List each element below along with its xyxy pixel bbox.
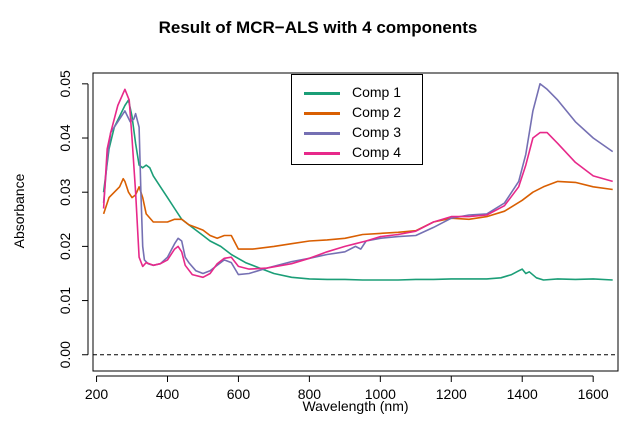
series-line-comp-3 <box>102 83 614 276</box>
series-line-comp-4 <box>102 88 613 279</box>
y-tick-label: 0.00 <box>57 341 73 368</box>
legend-label: Comp 2 <box>352 104 402 120</box>
series-lines <box>102 83 614 281</box>
x-tick-label: 200 <box>85 386 109 402</box>
x-tick-label: 600 <box>227 386 251 402</box>
legend-swatch-comp-2 <box>304 112 340 115</box>
legend-swatch-comp-3 <box>304 132 340 135</box>
legend-swatch-comp-1 <box>304 92 340 95</box>
x-axis-label: Wavelength (nm) <box>302 398 409 414</box>
y-tick-label: 0.02 <box>57 233 73 260</box>
legend-item-comp-1: Comp 1 <box>300 83 420 103</box>
series-line-comp-2 <box>102 177 613 250</box>
y-tick-label: 0.04 <box>57 124 73 151</box>
x-tick-label: 1200 <box>436 386 467 402</box>
legend-item-comp-4: Comp 4 <box>300 143 420 163</box>
legend-item-comp-2: Comp 2 <box>300 103 420 123</box>
x-tick-label: 800 <box>298 386 322 402</box>
y-tick-label: 0.01 <box>57 287 73 314</box>
x-tick-label: 1000 <box>365 386 396 402</box>
plot-box <box>92 72 619 372</box>
legend: Comp 1 Comp 2 Comp 3 Comp 4 <box>291 74 423 165</box>
legend-label: Comp 4 <box>352 144 402 160</box>
legend-item-comp-3: Comp 3 <box>300 123 420 143</box>
x-tick-label: 1600 <box>578 386 609 402</box>
legend-label: Comp 3 <box>352 124 402 140</box>
x-tick-label: 400 <box>156 386 180 402</box>
y-axis: 0.00 0.01 0.02 0.03 0.04 0.05 <box>57 70 89 368</box>
y-tick-label: 0.03 <box>57 178 73 205</box>
y-tick-label: 0.05 <box>57 70 73 97</box>
legend-swatch-comp-4 <box>304 152 340 155</box>
y-axis-label: Absorbance <box>11 173 27 249</box>
x-tick-label: 1400 <box>507 386 538 402</box>
chart-title: Result of MCR−ALS with 4 components <box>158 18 478 37</box>
legend-label: Comp 1 <box>352 84 402 100</box>
x-axis: 200 400 600 800 1000 1200 1400 1600 <box>85 375 609 402</box>
